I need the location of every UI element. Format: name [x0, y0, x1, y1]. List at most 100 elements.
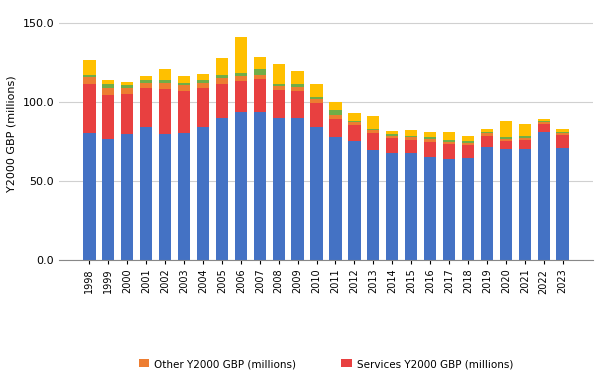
Bar	[310, 97, 323, 99]
Bar	[405, 139, 418, 153]
Bar	[538, 122, 550, 124]
Bar	[386, 136, 398, 138]
Bar	[102, 84, 115, 88]
Bar	[292, 84, 304, 87]
Bar	[272, 83, 285, 86]
Bar	[235, 72, 247, 76]
Bar	[518, 138, 531, 141]
Bar	[443, 160, 455, 260]
Bar	[235, 81, 247, 112]
Bar	[538, 119, 550, 121]
Bar	[121, 94, 133, 134]
Bar	[292, 87, 304, 91]
Bar	[386, 131, 398, 134]
Bar	[159, 81, 171, 83]
Bar	[102, 95, 115, 139]
Bar	[329, 119, 341, 137]
Bar	[348, 125, 361, 141]
Bar	[197, 83, 209, 88]
Bar	[538, 132, 550, 260]
Bar	[178, 83, 190, 85]
Bar	[235, 37, 247, 72]
Bar	[83, 60, 95, 75]
Bar	[292, 91, 304, 118]
Bar	[292, 71, 304, 84]
Bar	[310, 103, 323, 127]
Bar	[121, 134, 133, 260]
Bar	[556, 132, 569, 133]
Bar	[178, 133, 190, 260]
Bar	[462, 143, 474, 145]
Bar	[367, 116, 379, 129]
Bar	[500, 149, 512, 260]
Bar	[272, 64, 285, 83]
Bar	[140, 88, 152, 127]
Bar	[500, 137, 512, 139]
Bar	[538, 121, 550, 122]
Bar	[405, 153, 418, 260]
Bar	[254, 112, 266, 260]
Bar	[462, 145, 474, 158]
Bar	[178, 76, 190, 83]
Bar	[481, 133, 493, 136]
Bar	[216, 118, 228, 260]
Bar	[386, 153, 398, 260]
Bar	[443, 141, 455, 142]
Bar	[178, 92, 190, 133]
Bar	[424, 139, 436, 142]
Bar	[159, 69, 171, 81]
Bar	[481, 129, 493, 132]
Bar	[197, 81, 209, 83]
Bar	[310, 84, 323, 97]
Bar	[348, 113, 361, 121]
Bar	[235, 112, 247, 260]
Bar	[348, 121, 361, 122]
Bar	[329, 111, 341, 115]
Bar	[83, 84, 95, 133]
Bar	[254, 58, 266, 69]
Bar	[121, 82, 133, 85]
Y-axis label: Y2000 GBP (millions): Y2000 GBP (millions)	[7, 75, 17, 192]
Bar	[216, 75, 228, 78]
Bar	[367, 130, 379, 132]
Bar	[197, 74, 209, 81]
Bar	[254, 75, 266, 79]
Bar	[443, 142, 455, 144]
Bar	[178, 85, 190, 92]
Bar	[197, 88, 209, 127]
Bar	[216, 83, 228, 118]
Bar	[481, 136, 493, 147]
Bar	[556, 133, 569, 135]
Bar	[102, 139, 115, 260]
Bar	[272, 90, 285, 118]
Bar	[556, 148, 569, 260]
Bar	[518, 141, 531, 149]
Bar	[159, 83, 171, 89]
Bar	[329, 102, 341, 111]
Bar	[159, 89, 171, 134]
Bar	[462, 136, 474, 141]
Bar	[83, 77, 95, 84]
Bar	[386, 134, 398, 136]
Bar	[348, 122, 361, 125]
Bar	[254, 79, 266, 112]
Bar	[424, 137, 436, 139]
Bar	[272, 86, 285, 90]
Bar	[197, 127, 209, 260]
Bar	[405, 137, 418, 139]
Bar	[83, 75, 95, 77]
Bar	[102, 88, 115, 95]
Bar	[140, 76, 152, 81]
Bar	[424, 157, 436, 260]
Bar	[556, 129, 569, 132]
Bar	[292, 118, 304, 260]
Bar	[462, 158, 474, 260]
Bar	[481, 147, 493, 260]
Bar	[405, 130, 418, 136]
Bar	[83, 133, 95, 260]
Bar	[367, 150, 379, 260]
Bar	[500, 139, 512, 141]
Bar	[405, 136, 418, 137]
Bar	[386, 138, 398, 153]
Bar	[216, 78, 228, 83]
